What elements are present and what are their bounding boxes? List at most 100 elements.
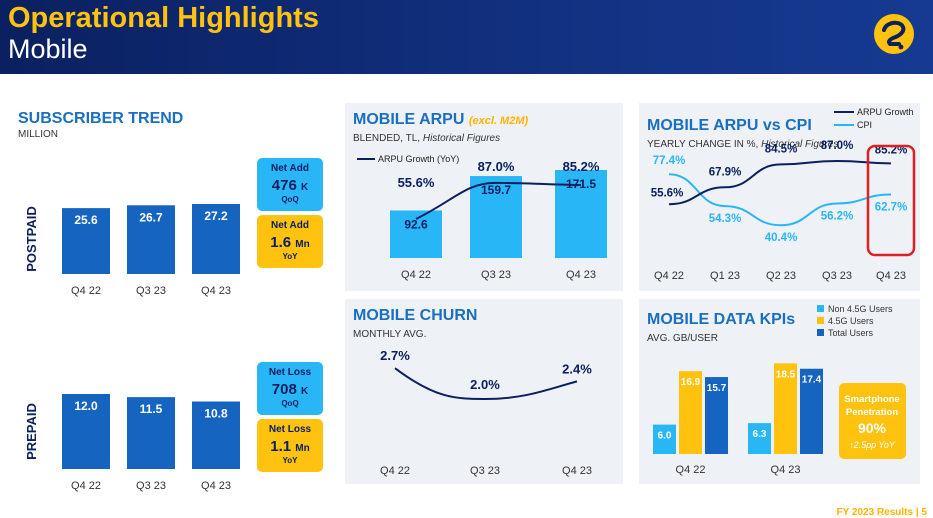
subscriber-chart: POSTPAID 25.6 Q4 22 26.7 Q3 23 27.2 Q4 23 Net A…	[24, 158, 323, 492]
mobile-arpu-title-note: (excl. M2M)	[468, 115, 529, 127]
arpu-growth-label: 87.0%	[821, 140, 854, 152]
arpu-growth-line	[668, 159, 892, 206]
cpi-label: 40.4%	[765, 232, 798, 244]
smartphone-label-2: Penetration	[846, 407, 898, 418]
mobile-arpu-sub-italic: Historical Figures	[422, 133, 501, 144]
arpu-vs-cpi-sub: YEARLY CHANGE IN %,	[647, 139, 759, 150]
churn-chart: 2.7% 2.0% 2.4% Q4 22 Q3 23 Q4 23	[380, 348, 592, 477]
kpi-legend-swatch	[817, 317, 824, 324]
prepaid-category-label: Q4 22	[71, 480, 101, 492]
data-kpi-panel: MOBILE DATA KPIs AVG. GB/USER Non 4.5G U…	[639, 299, 920, 484]
mobile-churn-panel: MOBILE CHURN MONTHLY AVG. 2.7% 2.0% 2.4% Q4…	[345, 299, 623, 484]
kpi-bar	[679, 371, 702, 454]
prepaid-box-value: 708 K	[272, 381, 309, 398]
kpi-bar-label: 17.4	[802, 375, 822, 386]
kpi-bar	[800, 368, 823, 454]
arpu-bar	[470, 176, 522, 258]
prepaid-box-label: Net Loss	[269, 424, 312, 435]
mobile-arpu-panel: MOBILE ARPU (excl. M2M) BLENDED, TL, His…	[345, 103, 623, 291]
arpu-chart: ARPU Growth (YoY) 92.6 Q4 22 159.7 Q3 23 171.…	[357, 154, 607, 281]
arpu-bar-label: 159.7	[481, 183, 511, 197]
arpu-growth-label: 87.0%	[478, 159, 515, 174]
page-subtitle: Mobile	[8, 34, 88, 64]
page-header: Operational Highlights Mobile	[0, 0, 933, 74]
subscriber-trend-subtitle: MILLION	[18, 129, 59, 140]
kpi-bar	[774, 363, 797, 454]
arpu-vs-cpi-panel: MOBILE ARPU vs CPI YEARLY CHANGE IN %, H…	[639, 103, 920, 291]
prepaid-bar	[62, 394, 110, 469]
prepaid-box	[257, 362, 323, 415]
brand-logo-icon	[874, 14, 914, 54]
arpu-vs-cpi-chart: ARPU Growth CPI 55.6% 67.9% 84.5% 87.0% 85.2% 7…	[651, 107, 916, 282]
mobile-churn-title: MOBILE CHURN	[353, 307, 478, 324]
churn-category-label: Q4 23	[562, 465, 592, 477]
arpu-bar-label: 92.6	[404, 217, 428, 231]
prepaid-label: PREPAID	[24, 403, 39, 460]
postpaid-box-label: Net Add	[271, 163, 309, 174]
arpu-growth-label: 85.2%	[875, 144, 908, 156]
postpaid-box	[257, 215, 323, 268]
churn-category-label: Q4 22	[380, 465, 410, 477]
kpi-bar	[705, 377, 728, 454]
churn-value-label: 2.4%	[562, 361, 592, 376]
mobile-arpu-title-text: MOBILE ARPU	[353, 111, 465, 128]
postpaid-category-label: Q4 22	[71, 285, 101, 297]
arpu-cpi-category-label: Q4 22	[654, 270, 684, 282]
kpi-legend-swatch	[817, 305, 824, 312]
churn-value-label: 2.0%	[470, 377, 500, 392]
kpi-legend-label: 4.5G Users	[828, 316, 874, 326]
content-area: SUBSCRIBER TREND MILLION POSTPAID 25.6 Q4 …	[0, 74, 933, 518]
q4-23-highlight-box	[866, 144, 916, 257]
prepaid-box-period: YoY	[283, 456, 299, 465]
arpu-growth-line	[415, 181, 582, 220]
kpi-category-label: Q4 23	[771, 464, 801, 476]
prepaid-box	[257, 419, 323, 472]
arpu-category-label: Q4 22	[401, 269, 431, 281]
prepaid-bar	[192, 401, 240, 469]
kpi-bar	[653, 424, 676, 454]
arpu-category-label: Q4 23	[566, 269, 596, 281]
arpu-cpi-legend-arpu-label: ARPU Growth	[857, 107, 914, 117]
churn-value-label: 2.7%	[380, 348, 410, 363]
churn-category-label: Q3 23	[470, 465, 500, 477]
smartphone-value: 90%	[858, 420, 887, 436]
kpi-bar-label: 6.0	[658, 431, 672, 442]
arpu-cpi-legend-cpi-label: CPI	[857, 120, 872, 130]
postpaid-box-value: 476 K	[272, 177, 309, 194]
cpi-label: 62.7%	[875, 201, 908, 213]
postpaid-box-value: 1.6 Mn	[270, 234, 309, 251]
arpu-category-label: Q3 23	[481, 269, 511, 281]
prepaid-box-label: Net Loss	[269, 367, 312, 378]
arpu-cpi-category-label: Q4 23	[876, 270, 906, 282]
postpaid-value-label: 25.6	[74, 213, 98, 227]
arpu-vs-cpi-title: MOBILE ARPU vs CPI	[647, 117, 812, 134]
postpaid-box-label: Net Add	[271, 220, 309, 231]
postpaid-value-label: 26.7	[139, 210, 163, 224]
arpu-growth-label: 85.2%	[563, 159, 600, 174]
postpaid-bar	[62, 208, 110, 274]
kpi-category-label: Q4 22	[676, 464, 706, 476]
kpi-legend-label: Total Users	[828, 328, 874, 338]
prepaid-box-value: 1.1 Mn	[270, 438, 309, 455]
arpu-legend-label: ARPU Growth (YoY)	[378, 154, 459, 164]
data-kpi-chart: Non 4.5G Users 4.5G Users Total Users 6.0 16…	[653, 304, 906, 476]
kpi-bar-label: 16.9	[681, 377, 701, 388]
footer-text: FY 2023 Results | 5	[836, 507, 927, 518]
kpi-bar	[748, 423, 771, 454]
arpu-cpi-category-label: Q3 23	[822, 270, 852, 282]
postpaid-box-period: QoQ	[281, 195, 298, 204]
postpaid-label: POSTPAID	[24, 206, 39, 272]
prepaid-value-label: 11.5	[140, 402, 163, 416]
arpu-vs-cpi-sub-italic: Historical Figures	[761, 139, 839, 150]
mobile-arpu-title: MOBILE ARPU (excl. M2M)	[353, 111, 528, 129]
prepaid-category-label: Q3 23	[136, 480, 166, 492]
postpaid-bar	[192, 204, 240, 274]
postpaid-value-label: 27.2	[204, 209, 228, 223]
kpi-bar-label: 6.3	[753, 429, 767, 440]
arpu-growth-label: 55.6%	[651, 187, 684, 199]
kpi-legend-label: Non 4.5G Users	[828, 304, 893, 314]
churn-line	[394, 367, 578, 401]
arpu-cpi-category-label: Q1 23	[710, 270, 740, 282]
data-kpi-title: MOBILE DATA KPIs	[647, 311, 796, 328]
mobile-churn-subtitle: MONTHLY AVG.	[353, 329, 427, 340]
